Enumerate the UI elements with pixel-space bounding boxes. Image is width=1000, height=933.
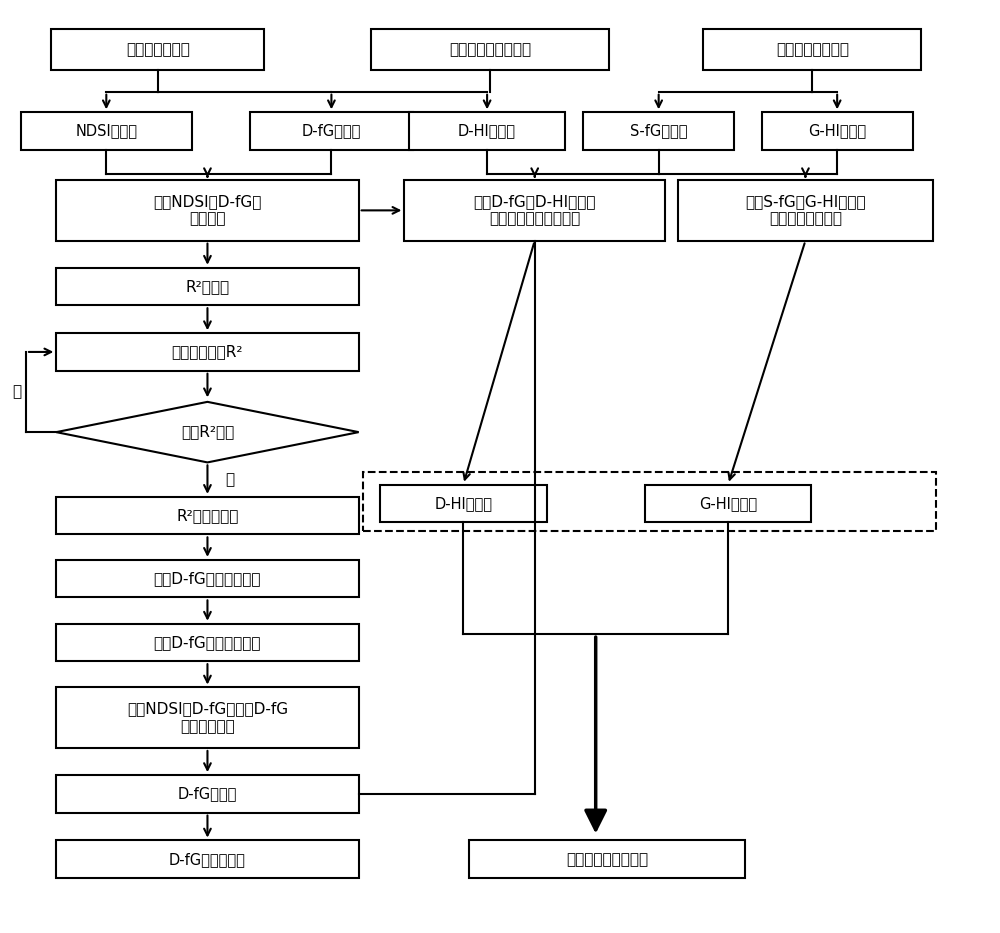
- FancyBboxPatch shape: [645, 484, 811, 522]
- Text: 是: 是: [225, 472, 234, 487]
- FancyBboxPatch shape: [56, 775, 359, 813]
- Text: S-fG的计算: S-fG的计算: [630, 123, 687, 138]
- FancyBboxPatch shape: [56, 333, 359, 370]
- FancyBboxPatch shape: [404, 180, 665, 241]
- Text: 筛选拟合精度R²: 筛选拟合精度R²: [172, 344, 243, 359]
- Text: 基于NDSI和D-fG关系的D-fG
遥感估算模型: 基于NDSI和D-fG关系的D-fG 遥感估算模型: [127, 702, 288, 734]
- FancyBboxPatch shape: [21, 112, 192, 150]
- Text: 确定D-fG最优波段组合: 确定D-fG最优波段组合: [154, 635, 261, 650]
- Text: D-fG的计算: D-fG的计算: [302, 123, 361, 138]
- FancyBboxPatch shape: [56, 180, 359, 241]
- FancyBboxPatch shape: [583, 112, 734, 150]
- FancyBboxPatch shape: [380, 484, 547, 522]
- FancyBboxPatch shape: [250, 112, 413, 150]
- Text: 基于S-fG和G-HI关系的
收获指数估算模型: 基于S-fG和G-HI关系的 收获指数估算模型: [745, 194, 866, 227]
- Text: R²极大値区域: R²极大値区域: [176, 508, 239, 523]
- FancyBboxPatch shape: [56, 688, 359, 748]
- FancyBboxPatch shape: [678, 180, 933, 241]
- Text: 基于D-fG和D-HI关系的
动态收获指数估算模型: 基于D-fG和D-HI关系的 动态收获指数估算模型: [473, 194, 596, 227]
- Text: 精度验证与对比分析: 精度验证与对比分析: [566, 852, 648, 867]
- Text: D-fG的精度验证: D-fG的精度验证: [169, 852, 246, 867]
- Text: 建立NDSI和D-fG的
线性模型: 建立NDSI和D-fG的 线性模型: [153, 194, 262, 227]
- Bar: [363, 472, 936, 531]
- Text: NDSI的计算: NDSI的计算: [75, 123, 137, 138]
- FancyBboxPatch shape: [56, 268, 359, 305]
- FancyBboxPatch shape: [409, 112, 565, 150]
- FancyBboxPatch shape: [56, 623, 359, 661]
- FancyBboxPatch shape: [703, 29, 921, 70]
- FancyBboxPatch shape: [51, 29, 264, 70]
- FancyBboxPatch shape: [56, 496, 359, 535]
- Text: D-HI的估算: D-HI的估算: [434, 495, 492, 511]
- Polygon shape: [56, 402, 359, 463]
- Text: R²二维图: R²二维图: [185, 279, 230, 294]
- FancyBboxPatch shape: [469, 841, 745, 878]
- Text: G-HI的估算: G-HI的估算: [699, 495, 757, 511]
- Text: 冠层高光谱数据: 冠层高光谱数据: [126, 42, 190, 57]
- FancyBboxPatch shape: [56, 841, 359, 878]
- Text: 实测动态生物量数据: 实测动态生物量数据: [449, 42, 531, 57]
- Text: 满足R²阈値: 满足R²阈値: [181, 425, 234, 439]
- Text: 确定D-fG敏感波段中心: 确定D-fG敏感波段中心: [154, 571, 261, 586]
- Text: D-HI的计算: D-HI的计算: [458, 123, 516, 138]
- Text: G-HI的计算: G-HI的计算: [808, 123, 866, 138]
- Text: 否: 否: [12, 384, 21, 399]
- FancyBboxPatch shape: [371, 29, 609, 70]
- FancyBboxPatch shape: [762, 112, 913, 150]
- Text: D-fG的估算: D-fG的估算: [178, 787, 237, 801]
- Text: 动态籽粒产量数据: 动态籽粒产量数据: [776, 42, 849, 57]
- FancyBboxPatch shape: [56, 560, 359, 597]
